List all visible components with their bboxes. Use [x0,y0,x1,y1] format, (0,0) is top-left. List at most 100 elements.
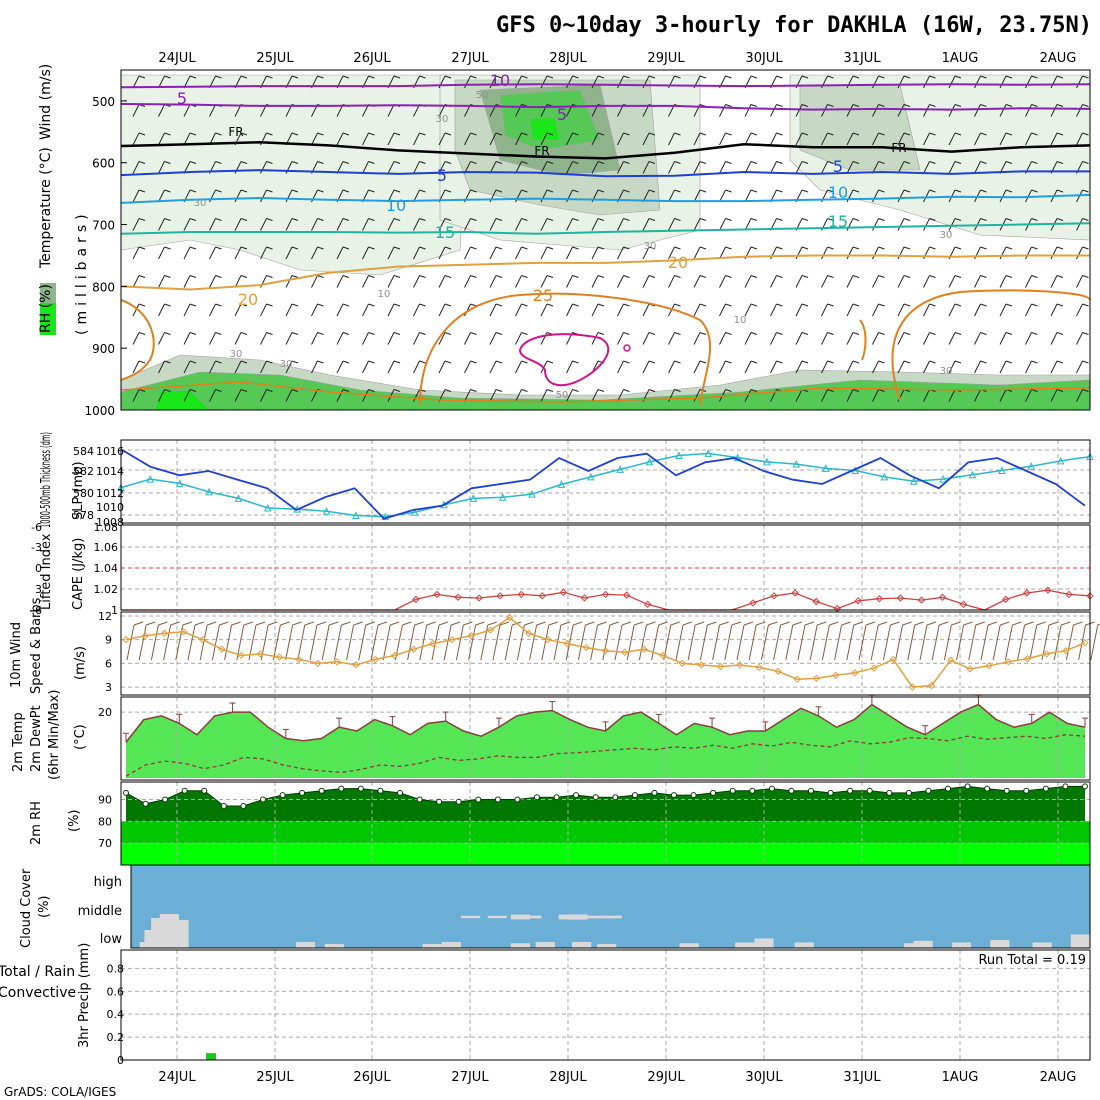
wind-barb-flag [1082,332,1089,335]
wind-barb-flag [164,275,171,278]
wind10-barb [882,624,891,661]
wind10-barb [614,624,623,661]
wind10-barb [699,624,708,661]
wind10-barb [602,624,611,661]
rh2m-marker [671,792,677,799]
wind-barb-flag [164,218,171,221]
wind10-barb-flag [292,621,302,626]
wind-barb [362,332,369,345]
wind10-barb-flag [255,621,266,626]
wind-barb [923,104,930,117]
rh-contour-label: 10 [734,315,747,326]
wind-barb [489,360,497,374]
wind-barb-flag [597,132,605,136]
wind-barb [387,132,395,146]
wind-barb-flag [1005,332,1013,335]
wind-barb [923,360,930,374]
temperature-contour-label: 20 [238,290,258,309]
slp-tick-label: 1008 [96,516,124,529]
wind-barb-flag [597,332,605,335]
cape-tick-label: 1.08 [94,521,119,534]
wind-barb-flag [929,360,936,364]
temp2m-panel-frame [120,696,1091,781]
rh2m-marker [573,792,580,799]
wind-barb-flag [342,189,350,193]
wind-barb [948,275,956,288]
wind-barb [387,246,395,260]
wind-barb-flag [342,389,350,392]
lifted-index-marker [475,594,483,602]
lifted-index-marker [812,597,820,606]
rh-contour-label: 30 [436,114,449,125]
wind-barb-flag [699,246,707,250]
wind-barb-flag [164,132,171,136]
wind-barb-flag [827,218,834,221]
wind-contour-label: 5 [557,105,567,124]
wind-barb [999,360,1007,374]
wind-barb [744,360,752,374]
thickness-marker [910,477,918,485]
wind-barb-flag [623,360,630,364]
rh2m-marker [416,796,423,803]
wind-barb [1050,360,1058,374]
wind-barb [413,360,420,374]
wind-barb [234,275,242,288]
li-tick-label: -6 [31,521,42,534]
wind-barb [948,303,956,317]
wind-barb-flag [189,132,197,136]
wind-barb [438,332,446,345]
wind-barb [872,75,879,89]
wind-barb-flag [725,360,732,364]
wind-barb-flag [1082,75,1089,79]
wind-barb-flag [521,360,528,364]
wind-barb [515,75,522,89]
top-date-label: 30JUL [745,51,783,66]
wind-barb [234,218,242,231]
wind-barb [999,389,1007,402]
wind-barb-flag [1031,246,1038,250]
wind-barb-flag [750,275,758,278]
cloud-level-label: high [94,875,122,890]
wind10-barb-flag [914,621,924,626]
wind-barb [795,246,803,260]
cloud-low-bar [535,942,555,948]
wind-barb [693,303,701,317]
wind-barb-flag [1031,189,1038,193]
wind-barb-flag [215,132,222,136]
isotherm-25-east [891,289,1091,401]
slp-tick-label: 1016 [96,445,124,458]
wind-barb-flag [623,246,630,250]
wind-barb [923,275,930,288]
wind-barb [744,332,752,345]
wind-barb [642,275,650,288]
wind-barb-flag [725,275,732,278]
slp-tick-label: 1010 [96,501,124,514]
wind-barb-flag [750,246,758,250]
wind-barb [897,303,905,317]
wind-barb [999,75,1007,89]
wind10-barb-flag [426,621,436,626]
precip-panel-frame [120,949,1091,1061]
wind-barb [158,389,165,402]
wind-barb [158,218,165,231]
wind10-speed-marker [160,629,169,638]
wind10-barb-flag [707,621,717,626]
rh2m-marker [455,798,462,805]
wind10-barb [309,624,318,661]
lifted-index-marker [938,593,947,601]
rh2m-tick-label: 70 [98,837,112,850]
wind10-barb-flag [524,621,534,626]
wind10-barb [870,624,879,661]
rh2m-marker [377,787,384,794]
thickness-marker [557,480,566,488]
wind-barb [897,275,905,288]
wind10-speed-marker [985,662,993,670]
wind-barb-flag [240,161,248,164]
wind-barb-flag [495,132,503,136]
wind-barb-flag [1031,132,1038,136]
wind10-barb-flag [341,621,351,626]
wind-barb-flag [546,161,554,164]
bottom-date-label: 30JUL [745,1070,783,1085]
wind10-barb-flag [817,621,827,626]
wind10-barb [992,624,1001,661]
